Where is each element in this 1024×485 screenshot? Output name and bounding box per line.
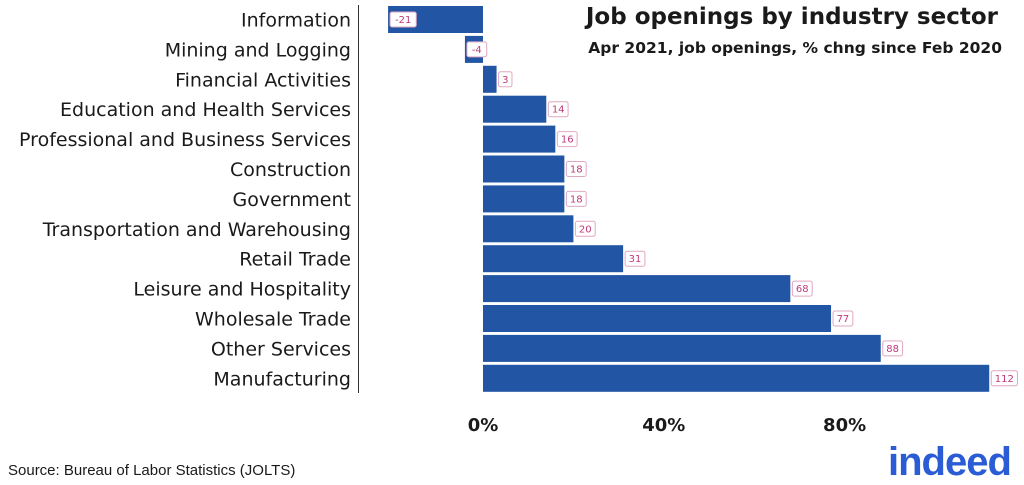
data-label-box bbox=[791, 280, 813, 297]
data-label: 88 bbox=[886, 344, 899, 355]
data-label: 18 bbox=[570, 165, 583, 176]
category-label: Mining and Logging bbox=[165, 39, 351, 61]
data-label: -21 bbox=[395, 15, 411, 26]
category-label: Professional and Business Services bbox=[19, 129, 351, 151]
data-label: 68 bbox=[796, 284, 809, 295]
data-label: 31 bbox=[629, 254, 642, 265]
category-label: Government bbox=[233, 189, 352, 211]
x-tick-label: 0% bbox=[468, 415, 499, 436]
data-label-box bbox=[389, 11, 417, 28]
bar bbox=[483, 364, 990, 392]
source-note: Source: Bureau of Labor Statistics (JOLT… bbox=[8, 462, 296, 479]
data-label-box bbox=[556, 131, 578, 148]
category-label: Financial Activities bbox=[175, 69, 351, 91]
data-label: 112 bbox=[995, 374, 1014, 385]
data-label-box bbox=[547, 101, 569, 118]
data-label-box bbox=[882, 340, 904, 357]
data-label: 14 bbox=[552, 105, 565, 116]
bar bbox=[483, 95, 547, 123]
x-tick-labels: 0% 40% 80% bbox=[468, 415, 866, 436]
data-label: 77 bbox=[837, 314, 850, 325]
category-label: Manufacturing bbox=[213, 368, 351, 390]
x-tick-label: 80% bbox=[823, 415, 866, 436]
bar bbox=[483, 305, 832, 332]
bar bbox=[483, 155, 565, 183]
data-label-box bbox=[466, 41, 488, 58]
data-label-box bbox=[574, 220, 596, 237]
data-label: 16 bbox=[561, 135, 574, 146]
bar bbox=[483, 245, 624, 273]
category-label: Education and Health Services bbox=[60, 99, 351, 121]
data-label-box bbox=[565, 161, 587, 177]
data-label-box bbox=[624, 250, 646, 267]
indeed-logo: indeed bbox=[888, 440, 1012, 484]
data-label-box bbox=[990, 370, 1018, 387]
data-label-box bbox=[498, 71, 513, 88]
data-label-box bbox=[565, 190, 587, 207]
category-label: Information bbox=[241, 10, 351, 32]
chart-title: Job openings by industry sector bbox=[584, 4, 999, 30]
data-label: 20 bbox=[579, 224, 592, 235]
category-label: Construction bbox=[230, 159, 351, 181]
category-label: Transportation and Warehousing bbox=[42, 219, 351, 241]
data-label: 3 bbox=[502, 75, 508, 86]
bars: Information -21 Mining and Logging -4 Financ… bbox=[19, 6, 1018, 392]
bar bbox=[483, 65, 497, 93]
bar bbox=[483, 185, 565, 213]
x-tick-label: 40% bbox=[642, 415, 685, 436]
bar bbox=[483, 275, 791, 303]
data-label: -4 bbox=[472, 45, 482, 56]
data-label: 18 bbox=[570, 194, 583, 205]
data-label-box bbox=[832, 310, 854, 327]
category-label: Other Services bbox=[211, 338, 351, 360]
bar bbox=[483, 215, 574, 243]
bar bbox=[483, 334, 881, 362]
chart-subtitle: Apr 2021, job openings, % chng since Feb… bbox=[588, 39, 1002, 57]
bar bbox=[483, 125, 556, 153]
category-label: Retail Trade bbox=[239, 249, 351, 271]
category-label: Wholesale Trade bbox=[195, 309, 351, 331]
category-label: Leisure and Hospitality bbox=[133, 279, 351, 301]
